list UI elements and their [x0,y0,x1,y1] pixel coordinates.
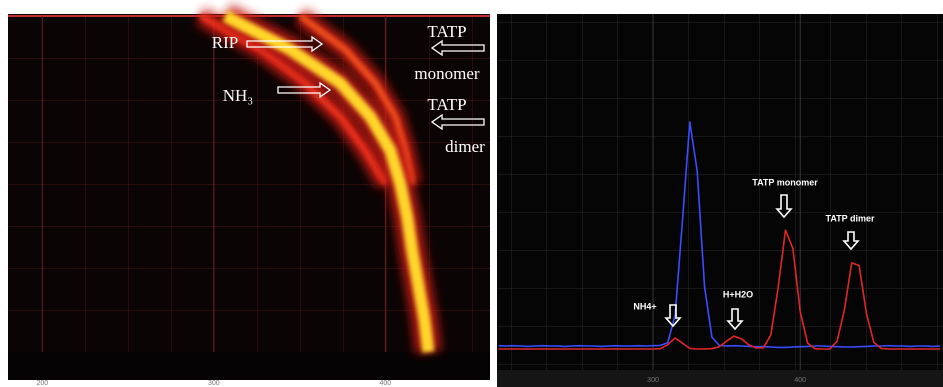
x-tick-label: 300 [647,377,659,384]
annotation: dimer [445,137,485,156]
annotation: TATP monomer [752,177,818,187]
axis-strip [8,352,490,380]
annotation: NH₃ [223,86,254,105]
annotation: RIP [212,33,238,52]
axis-strip [497,370,943,387]
figure: 200 300 400 RIP NH₃ TATP monomer TATP dimer 300 40… [0,0,943,387]
x-tick-label: 300 [208,380,220,387]
x-tick-label: 400 [380,380,392,387]
annotation: NH4+ [633,301,656,311]
annotation: H+H2O [723,289,753,299]
annotation: TATP dimer [825,213,875,223]
annotation: TATP [427,95,466,114]
x-tick-label: 200 [36,380,48,387]
minor-grid [497,14,943,370]
x-tick-label: 400 [794,377,806,384]
annotation: monomer [414,64,479,83]
annotation: TATP [427,22,466,41]
